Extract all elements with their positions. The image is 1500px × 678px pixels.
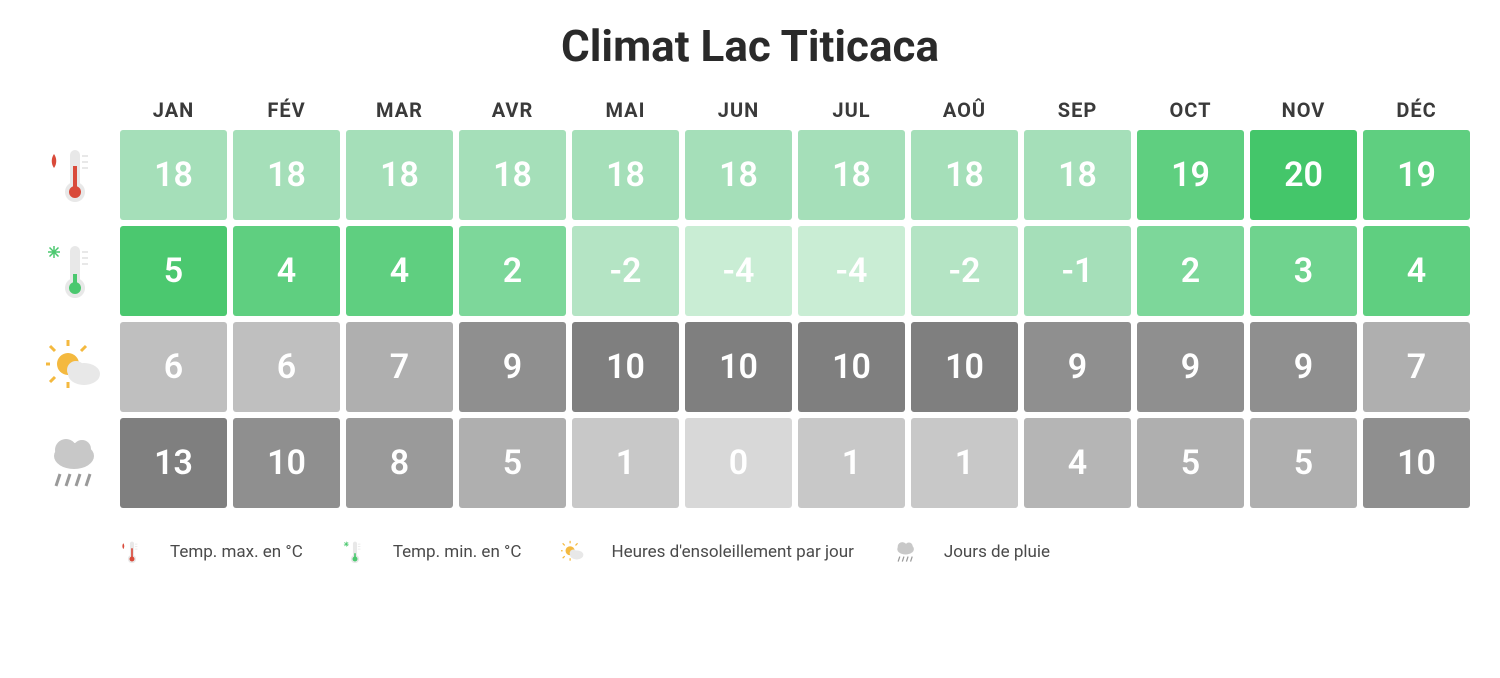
cell: 5 <box>120 226 227 316</box>
data-row-temp-max: 181818181818181818192019 <box>30 130 1470 220</box>
rain-cloud-icon <box>30 434 120 492</box>
cell: -2 <box>911 226 1018 316</box>
cell: 19 <box>1363 130 1470 220</box>
cell: 20 <box>1250 130 1357 220</box>
month-header: JAN <box>120 90 227 130</box>
cell: 10 <box>572 322 679 412</box>
cell: 9 <box>1250 322 1357 412</box>
cell: 6 <box>120 322 227 412</box>
cell: 5 <box>1250 418 1357 508</box>
cell: 7 <box>1363 322 1470 412</box>
month-header: AOÛ <box>911 90 1018 130</box>
month-header: SEP <box>1024 90 1131 130</box>
cell: 1 <box>911 418 1018 508</box>
legend: Temp. max. en °C Temp. min. en °C Heures d… <box>30 532 1470 572</box>
data-row-sunshine: 6679101010109997 <box>30 322 1470 412</box>
cell: 10 <box>911 322 1018 412</box>
legend-label: Temp. max. en °C <box>170 542 303 562</box>
month-header: JUN <box>685 90 792 130</box>
thermometer-cold-icon <box>30 242 120 300</box>
legend-label: Heures d'ensoleillement par jour <box>611 542 853 562</box>
month-header: DÉC <box>1363 90 1470 130</box>
month-header-row: JANFÉVMARAVRMAIJUNJULAOÛSEPOCTNOVDÉC <box>30 90 1470 130</box>
cell: 18 <box>346 130 453 220</box>
cell: 18 <box>911 130 1018 220</box>
month-header: AVR <box>459 90 566 130</box>
thermometer-cold-icon <box>343 540 367 564</box>
cell: 4 <box>1024 418 1131 508</box>
cell: 18 <box>233 130 340 220</box>
cell: 7 <box>346 322 453 412</box>
data-row-rain-days: 131085101145510 <box>30 418 1470 508</box>
cell: 13 <box>120 418 227 508</box>
cell: 9 <box>459 322 566 412</box>
cell: 0 <box>685 418 792 508</box>
cell: 19 <box>1137 130 1244 220</box>
month-header: MAI <box>572 90 679 130</box>
rain-cloud-icon <box>894 540 918 564</box>
cell: 18 <box>459 130 566 220</box>
cell: 4 <box>233 226 340 316</box>
legend-item-sunshine: Heures d'ensoleillement par jour <box>561 532 853 572</box>
cell: 8 <box>346 418 453 508</box>
month-header: FÉV <box>233 90 340 130</box>
month-header: MAR <box>346 90 453 130</box>
cell: 1 <box>798 418 905 508</box>
cell: 10 <box>1363 418 1470 508</box>
climate-table: JANFÉVMARAVRMAIJUNJULAOÛSEPOCTNOVDÉC 181… <box>30 90 1470 514</box>
sun-cloud-icon <box>561 540 585 564</box>
legend-item-rain-days: Jours de pluie <box>894 532 1050 572</box>
thermometer-hot-icon <box>120 540 144 564</box>
cell: 10 <box>233 418 340 508</box>
page-title: Climat Lac Titicaca <box>30 20 1470 72</box>
month-header: NOV <box>1250 90 1357 130</box>
cell: 5 <box>459 418 566 508</box>
cell: 10 <box>798 322 905 412</box>
cell: -1 <box>1024 226 1131 316</box>
sun-cloud-icon <box>30 338 120 396</box>
cell: -4 <box>685 226 792 316</box>
cell: -2 <box>572 226 679 316</box>
legend-label: Temp. min. en °C <box>393 542 522 562</box>
cell: 18 <box>685 130 792 220</box>
cell: 9 <box>1137 322 1244 412</box>
cell: -4 <box>798 226 905 316</box>
cell: 6 <box>233 322 340 412</box>
cell: 2 <box>1137 226 1244 316</box>
cell: 4 <box>1363 226 1470 316</box>
month-header: OCT <box>1137 90 1244 130</box>
legend-label: Jours de pluie <box>944 542 1050 562</box>
cell: 18 <box>798 130 905 220</box>
thermometer-hot-icon <box>30 146 120 204</box>
cell: 1 <box>572 418 679 508</box>
legend-item-temp-min: Temp. min. en °C <box>343 532 522 572</box>
cell: 18 <box>120 130 227 220</box>
month-header: JUL <box>798 90 905 130</box>
cell: 5 <box>1137 418 1244 508</box>
cell: 9 <box>1024 322 1131 412</box>
cell: 4 <box>346 226 453 316</box>
cell: 10 <box>685 322 792 412</box>
cell: 18 <box>1024 130 1131 220</box>
cell: 18 <box>572 130 679 220</box>
legend-item-temp-max: Temp. max. en °C <box>120 532 303 572</box>
data-row-temp-min: 5442-2-4-4-2-1234 <box>30 226 1470 316</box>
cell: 2 <box>459 226 566 316</box>
cell: 3 <box>1250 226 1357 316</box>
